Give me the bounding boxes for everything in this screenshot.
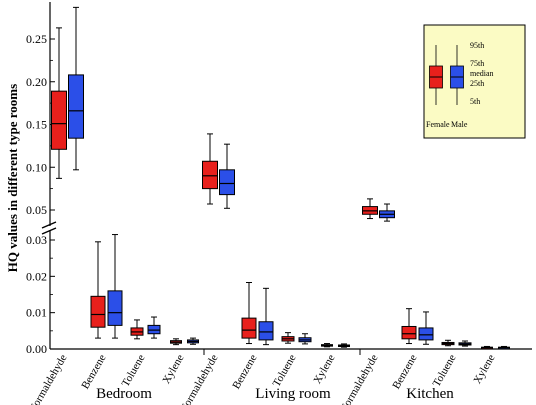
y-tick-label: 0.01 [26, 306, 47, 320]
x-group-label: Bedroom [96, 386, 152, 402]
axis-break-mark [41, 227, 57, 235]
legend-series-label: Male [451, 120, 468, 129]
y-axis-title: HQ values in different type rooms [5, 84, 20, 272]
legend-percentile-label: median [470, 69, 494, 78]
y-tick-label: 0.03 [26, 233, 47, 247]
legend-percentile-label: 5th [470, 97, 480, 106]
box-male [219, 169, 235, 196]
x-category-label: Formaldehyde [338, 352, 380, 405]
x-category-label: Toluene [431, 352, 459, 389]
x-group-label: Living room [255, 386, 331, 402]
x-category-label: Toluene [120, 352, 148, 389]
box-male [107, 290, 123, 326]
box-female [51, 90, 67, 150]
legend-percentile-label: 75th [470, 59, 484, 68]
box-male [418, 327, 434, 341]
x-group-label: Kitchen [406, 386, 454, 402]
y-tick-label: 0.25 [26, 32, 47, 46]
box-female [241, 317, 257, 339]
legend-series-label: Female [426, 120, 450, 129]
box-male [258, 321, 274, 341]
legend-percentile-label: 95th [470, 41, 484, 50]
y-tick-label: 0.15 [26, 118, 47, 132]
box-female [202, 160, 218, 190]
x-category-label: Xylene [311, 352, 337, 386]
box-male [68, 74, 84, 139]
x-category-label: Toluene [271, 352, 299, 389]
legend-percentile-label: 25th [470, 79, 484, 88]
x-category-label: Formaldehyde [27, 352, 69, 405]
x-category-label: Xylene [471, 352, 497, 386]
x-category-label: Xylene [160, 352, 186, 386]
box-female [90, 295, 106, 328]
box-female [401, 325, 417, 340]
axis-break-mark [41, 221, 57, 229]
y-tick-label: 0.02 [26, 269, 47, 283]
y-tick-label: 0.05 [26, 203, 47, 217]
y-tick-label: 0.00 [26, 342, 47, 356]
y-tick-label: 0.10 [26, 160, 47, 174]
y-tick-label: 0.20 [26, 75, 47, 89]
